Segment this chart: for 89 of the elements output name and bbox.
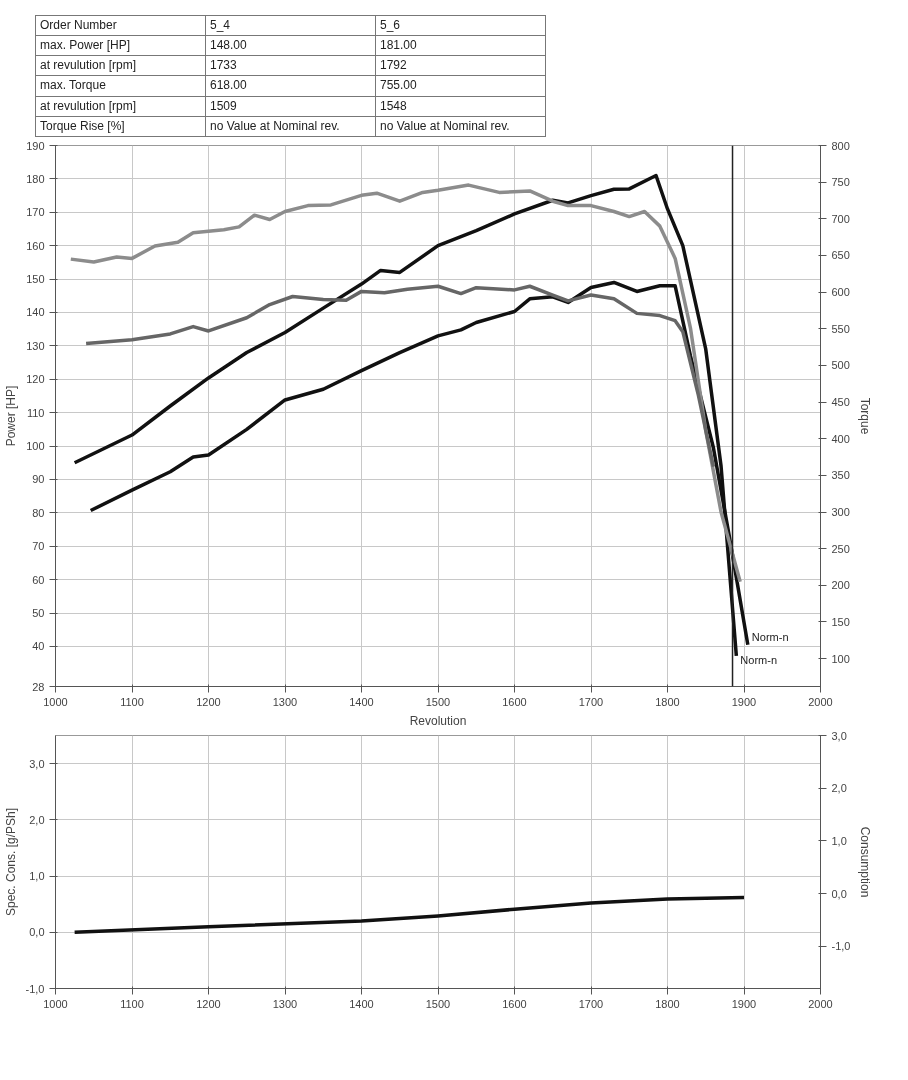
annotation: Norm-n: [751, 630, 789, 643]
y-tick-label: 40: [32, 640, 45, 653]
x-axis-title: Revolution: [409, 713, 467, 728]
y-tick-label: 160: [26, 239, 45, 252]
y-tick-label: 150: [26, 273, 45, 286]
x-tick-label: 2000: [808, 997, 833, 1010]
text: 755.00: [375, 75, 546, 97]
y2-tick-label: 700: [831, 212, 850, 225]
text: at revulution [rpm]: [35, 96, 206, 117]
y-tick-label: 110: [26, 406, 45, 419]
y-axis-title: Spec. Cons. [g/PSh]: [3, 807, 18, 917]
y2-tick-label: 100: [831, 652, 850, 665]
y2-axis-title: Torque: [857, 397, 872, 435]
y2-tick-label: 550: [831, 322, 850, 335]
y-axis-title: Power [HP]: [4, 385, 19, 447]
y-tick-label: 130: [26, 339, 45, 352]
annotation: Norm-n: [740, 654, 778, 667]
x-tick-label: 1000: [43, 695, 68, 708]
text: Torque Rise [%]: [35, 116, 206, 137]
x-tick-label: 1500: [425, 695, 451, 708]
text: 148.00: [205, 35, 376, 56]
x-tick-label: 1700: [578, 997, 604, 1010]
y2-tick-label: 800: [831, 139, 850, 152]
text: 1548: [375, 96, 546, 117]
y-tick-label: 2,0: [29, 813, 45, 826]
y2-tick-label: 750: [831, 176, 850, 189]
y2-tick-label: 2,0: [831, 782, 847, 795]
text: 1733: [205, 55, 376, 76]
text: 5_6: [375, 15, 546, 36]
text: max. Torque: [35, 75, 206, 97]
x-tick-label: 1900: [731, 997, 757, 1010]
x-tick-label: 2000: [808, 695, 833, 708]
x-tick-label: 1100: [120, 997, 144, 1010]
y2-tick-label: 1,0: [831, 834, 847, 847]
x-tick-label: 1600: [502, 997, 527, 1010]
y2-tick-label: 600: [831, 286, 850, 299]
x-tick-label: 1400: [349, 695, 374, 708]
y-tick-label: 28: [32, 680, 45, 693]
text: 1509: [205, 96, 376, 117]
text: 181.00: [375, 35, 546, 56]
y-tick-label: 60: [32, 573, 45, 586]
y2-tick-label: 3,0: [831, 729, 847, 742]
text: 618.00: [205, 75, 376, 97]
x-tick-label: 1900: [731, 695, 757, 708]
text: at revulution [rpm]: [35, 55, 206, 76]
y-tick-label: 190: [26, 139, 45, 152]
y2-tick-label: 650: [831, 249, 850, 262]
text: no Value at Nominal rev.: [205, 116, 376, 137]
x-tick-label: 1200: [196, 695, 221, 708]
y-tick-label: 80: [32, 506, 45, 519]
y-tick-label: 170: [26, 206, 45, 219]
y2-tick-label: 300: [831, 506, 850, 519]
y2-tick-label: -1,0: [831, 940, 851, 953]
x-tick-label: 1800: [655, 997, 680, 1010]
y-tick-label: 1,0: [29, 870, 45, 883]
x-tick-label: 1800: [655, 695, 680, 708]
x-tick-label: 1600: [502, 695, 527, 708]
y-tick-label: 3,0: [29, 757, 45, 770]
y2-tick-label: 400: [831, 432, 850, 445]
x-tick-label: 1400: [349, 997, 374, 1010]
y-tick-label: 50: [32, 607, 45, 620]
y-tick-label: 90: [32, 473, 45, 486]
y2-tick-label: 0,0: [831, 887, 847, 900]
x-tick-label: 1700: [578, 695, 604, 708]
x-tick-label: 1100: [120, 695, 144, 708]
text: Order Number: [35, 15, 206, 36]
text: max. Power [HP]: [35, 35, 206, 56]
x-tick-label: 1300: [272, 695, 298, 708]
x-tick-label: 1000: [43, 997, 68, 1010]
text: no Value at Nominal rev.: [375, 116, 546, 137]
y2-tick-label: 350: [831, 469, 850, 482]
y-tick-label: 180: [26, 172, 45, 185]
y-tick-label: 100: [26, 440, 45, 453]
y2-tick-label: 250: [831, 542, 850, 555]
y2-tick-label: 200: [831, 579, 850, 592]
y-tick-label: 0,0: [29, 926, 45, 939]
y-tick-label: 120: [26, 373, 45, 386]
y2-tick-label: 150: [831, 615, 850, 628]
y-tick-label: -1,0: [25, 982, 45, 995]
text: 5_4: [205, 15, 376, 36]
y-tick-label: 70: [32, 540, 45, 553]
text: 1792: [375, 55, 546, 76]
x-tick-label: 1500: [425, 997, 451, 1010]
x-tick-label: 1300: [272, 997, 298, 1010]
y-tick-label: 140: [26, 306, 45, 319]
x-tick-label: 1200: [196, 997, 221, 1010]
y2-axis-title: Consumption: [858, 826, 873, 898]
y2-tick-label: 500: [831, 359, 850, 372]
y2-tick-label: 450: [831, 396, 850, 409]
